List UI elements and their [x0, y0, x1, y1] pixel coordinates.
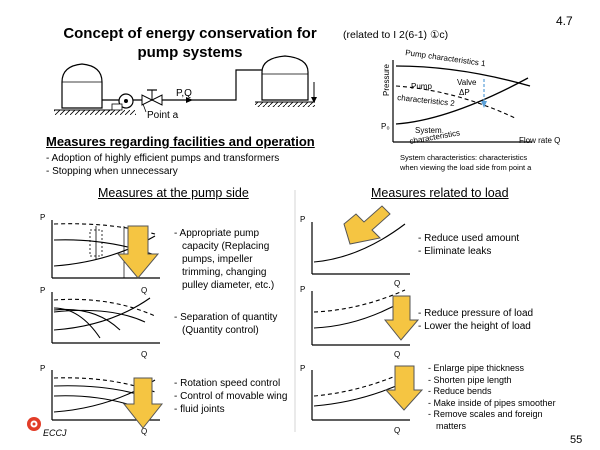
pq-label: P,Q — [176, 88, 192, 99]
pump-curve-1 — [395, 65, 531, 87]
destination-tank-icon — [255, 55, 317, 107]
pump-chart-2: P Q — [40, 286, 160, 359]
text-line: - Reduce pressure of load — [418, 308, 534, 319]
flow-axis-label: Flow rate Q — [519, 136, 560, 145]
axis-p-label: P — [300, 215, 305, 224]
axis-q-label: Q — [394, 426, 400, 435]
delta-p-arrow-icon — [481, 101, 487, 108]
pump-side-heading: Measures at the pump side — [98, 186, 249, 200]
axis-p-label: P — [40, 286, 45, 295]
axis-q-label: Q — [394, 279, 400, 288]
system-label: System — [415, 126, 442, 135]
text-line: - Control of movable wing — [174, 391, 288, 402]
valve-icon — [141, 89, 163, 106]
axis-p-label: P — [40, 364, 45, 373]
pump-curve-1-label: Pump characteristics 1 — [405, 48, 487, 68]
load-chart-2: P Q — [300, 285, 420, 359]
page-title: Concept of energy conservation for pump … — [63, 25, 317, 61]
point-a-leader — [142, 103, 147, 113]
eccj-logo-icon — [27, 417, 41, 431]
down-arrow-icon — [383, 295, 420, 341]
load-measure-3: - Enlarge pipe thickness - Shorten pipe … — [428, 363, 556, 432]
characteristic-chart: Pressure Flow rate Q P₀ Pump characteris… — [381, 48, 560, 146]
source-tank-icon — [54, 63, 112, 115]
text-line: - Lower the height of load — [418, 321, 531, 332]
text-line: capacity (Replacing — [182, 241, 270, 252]
pump-measure-2: - Separation of quantity (Quantity contr… — [174, 311, 277, 337]
pump-chart-3: P Q — [40, 364, 164, 436]
text-line: pulley diameter, etc.) — [182, 280, 275, 291]
system-characteristics-note: System characteristics: characteristics … — [400, 153, 531, 173]
text-line: - fluid joints — [174, 404, 225, 415]
note-line: when viewing the load side from point a — [400, 163, 532, 172]
facilities-list: - Adoption of highly efficient pumps and… — [46, 152, 279, 178]
down-arrow-icon — [122, 377, 164, 429]
valve-label: Valve — [457, 78, 477, 87]
text-line: trimming, changing — [182, 267, 267, 278]
discharge-pipe — [133, 69, 280, 101]
pump-measure-3: - Rotation speed control - Control of mo… — [174, 377, 287, 416]
text-line: - Remove scales and foreign — [428, 409, 543, 419]
text-line: - Shorten pipe length — [428, 374, 512, 385]
text-line: matters — [436, 420, 467, 431]
pump-icon — [108, 93, 136, 115]
pump-measure-1: - Appropriate pump capacity (Replacing p… — [174, 227, 274, 292]
axis-p-label: P — [40, 213, 45, 222]
flow-arrow-icon — [186, 97, 193, 103]
ground-hatch — [54, 110, 112, 115]
down-arrow-icon — [384, 365, 424, 411]
text-line: - Reduce used amount — [418, 233, 520, 244]
note-line: System characteristics: characteristics — [400, 153, 528, 162]
system-curve — [395, 77, 529, 125]
pump-label: Pump — [411, 82, 432, 91]
load-side-heading: Measures related to load — [371, 186, 509, 200]
text-line: - Appropriate pump — [174, 228, 260, 239]
load-measure-1: - Reduce used amount - Eliminate leaks — [418, 232, 519, 258]
reference-label: (related to I 2(6-1) ①c) — [343, 29, 449, 41]
axis-q-label: Q — [141, 427, 147, 436]
text-line: - Enlarge pipe thickness — [428, 363, 525, 373]
pump-chart-1: P Q — [40, 213, 160, 295]
load-chart-3: P Q — [300, 364, 424, 435]
text-line: pumps, impeller — [182, 254, 253, 265]
axis-q-label: Q — [141, 286, 147, 295]
delta-p-label: ΔP — [459, 88, 470, 97]
axis-p-label: P — [300, 285, 305, 294]
page-number: 55 — [570, 434, 583, 446]
axis-p-label: P — [300, 364, 305, 373]
pump-system-diagram: Point a P,Q — [54, 55, 317, 121]
text-line: - Reduce bends — [428, 386, 492, 396]
logo-text: ECCJ — [43, 428, 67, 438]
down-arrow-icon — [116, 225, 160, 279]
text-line: - Eliminate leaks — [418, 246, 492, 257]
load-measure-2: - Reduce pressure of load - Lower the he… — [418, 307, 533, 333]
pressure-axis-label: Pressure — [382, 63, 391, 96]
text-line: - Rotation speed control — [174, 378, 281, 389]
list-item: - Stopping when unnecessary — [46, 166, 178, 177]
facilities-heading: Measures regarding facilities and operat… — [46, 134, 315, 149]
text-line: (Quantity control) — [182, 325, 259, 336]
pump-curve-2-label: characteristics 2 — [397, 93, 456, 108]
list-item: - Adoption of highly efficient pumps and… — [46, 153, 280, 164]
diagonal-arrow-icon — [343, 205, 391, 245]
load-chart-1: P Q — [300, 205, 410, 288]
axis-q-label: Q — [394, 350, 400, 359]
p0-label: P₀ — [381, 122, 390, 131]
point-a-label: Point a — [147, 110, 179, 121]
section-number: 4.7 — [556, 14, 573, 28]
text-line: - Make inside of pipes smoother — [428, 397, 556, 408]
text-line: - Separation of quantity — [174, 312, 278, 323]
axis-q-label: Q — [141, 350, 147, 359]
